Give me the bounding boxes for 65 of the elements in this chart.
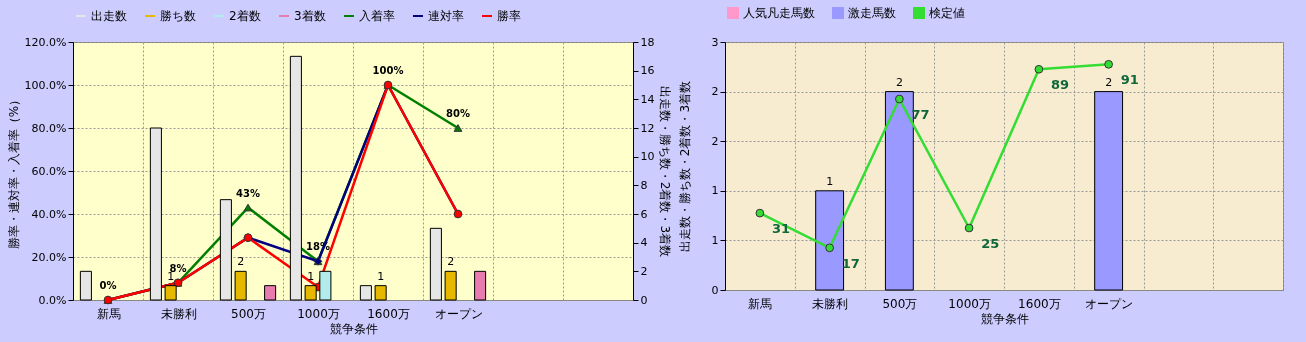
data-label: 100% [372,65,404,76]
data-label: 1 [307,269,315,283]
x-tick-label: 1600万 [1018,296,1061,311]
legend-label: 出走数 [91,9,127,23]
data-label: 1 [826,174,834,188]
legend-label: 入着率 [359,9,395,23]
y2-tick-label: 16 [640,64,655,78]
legend-label: 勝ち数 [160,9,196,23]
data-label: 2 [895,75,903,89]
y-axis-title: 出走数・勝ち数・2着数・3着数 [677,80,692,253]
y-tick-label: 80.0% [31,121,67,135]
data-label: 2 [237,255,245,269]
y-tick-label: 1 [711,233,719,247]
y-tick-label: 60.0% [31,164,67,178]
data-label: 91 [1120,72,1139,88]
y-axis-title: 勝率・連対率・入着率（%） [6,93,21,250]
x-axis-title: 競争条件 [329,321,378,336]
y2-tick-label: 12 [640,121,655,135]
x-tick-label: 500万 [882,296,918,311]
legend-label: 検定値 [929,6,965,20]
x-tick-label: 500万 [231,306,266,321]
legend-label: 2着数 [229,9,261,23]
x-tick-label: オープン [1085,296,1134,311]
legend-label: 勝率 [497,9,521,23]
data-label: 1 [377,269,385,283]
data-label: 43% [236,187,260,199]
y2-tick-label: 4 [640,236,648,250]
legend-label: 人気凡走馬数 [743,6,815,20]
x-tick-label: オープン [434,306,483,321]
y-tick-label: 0.0% [38,293,67,307]
data-label: 25 [981,236,1000,251]
data-label: 31 [771,221,790,237]
y-tick-label: 120.0% [24,35,67,49]
y2-tick-label: 14 [640,92,655,106]
x-tick-label: 1600万 [367,306,410,321]
y2-tick-label: 0 [640,293,648,307]
x-tick-label: 1000万 [948,296,991,311]
y-tick-label: 2 [711,85,719,99]
data-label: 80% [446,108,470,119]
y-tick-label: 20.0% [31,250,67,264]
y2-tick-label: 2 [640,264,648,278]
y-tick-label: 100.0% [24,78,67,92]
data-label: 2 [447,255,455,269]
y2-tick-label: 10 [640,150,655,164]
y2-tick-label: 6 [640,207,648,221]
x-tick-label: 1000万 [297,306,340,321]
y-tick-label: 40.0% [31,207,67,221]
y2-axis-title: 出走数・勝ち数・2着数・3着数 [658,85,673,258]
data-label: 0% [99,280,117,291]
y2-tick-label: 8 [640,178,648,192]
y-tick-label: 0 [711,283,719,297]
legend-label: 連対率 [428,9,464,23]
data-label: 2 [1105,75,1113,89]
legend-label: 3着数 [294,9,326,23]
x-tick-label: 新馬 [96,306,121,321]
x-tick-label: 未勝利 [812,296,849,311]
x-tick-label: 新馬 [748,296,773,311]
y2-tick-label: 18 [640,35,655,49]
y-tick-label: 2 [711,134,719,148]
y-tick-label: 3 [711,35,719,49]
x-tick-label: 未勝利 [160,306,197,321]
x-axis-title: 競争条件 [980,311,1029,326]
legend-label: 激走馬数 [848,6,896,20]
data-label: 89 [1050,77,1069,93]
y-tick-label: 1 [711,184,719,198]
